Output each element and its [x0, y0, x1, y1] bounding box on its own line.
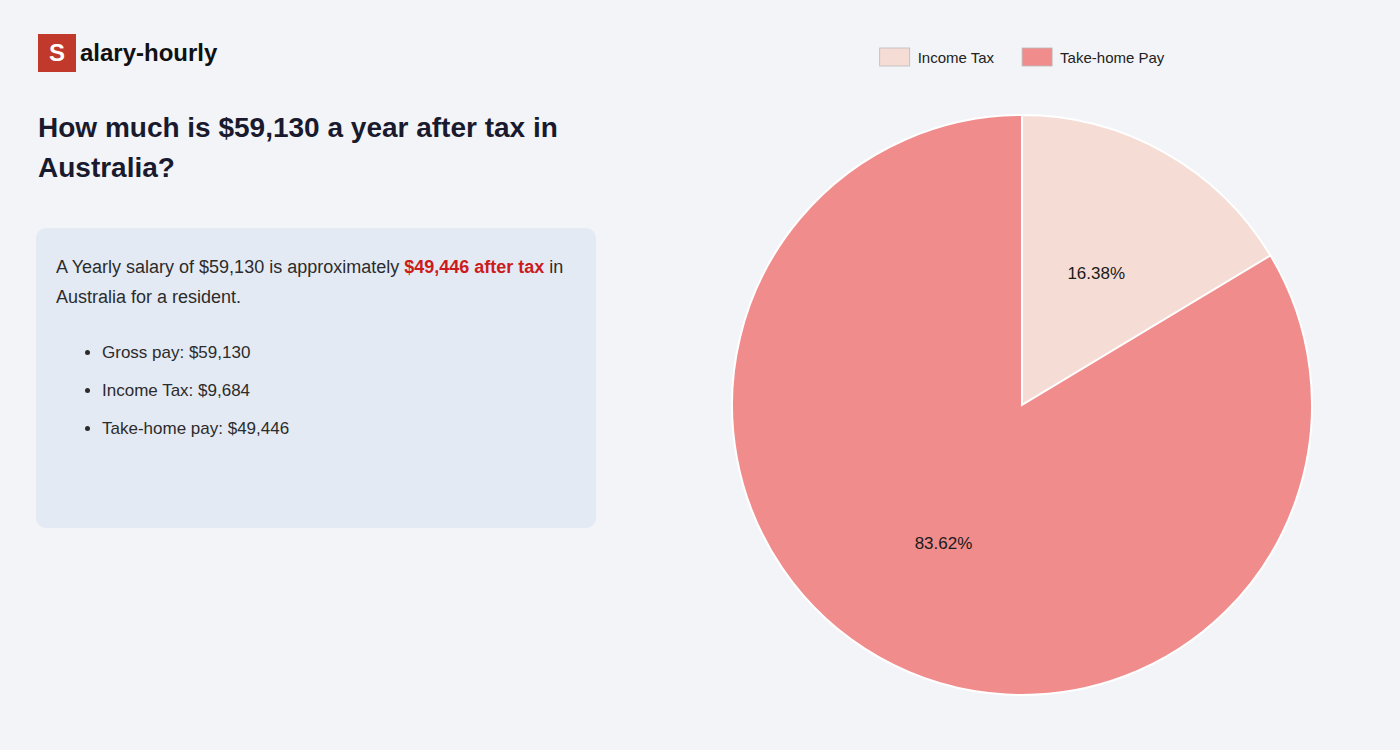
text-panel: Salary-hourly How much is $59,130 a year …	[0, 0, 644, 750]
slice-label: 16.38%	[1067, 264, 1125, 283]
pie-slice	[732, 115, 1312, 695]
bullet-item: Income Tax: $9,684	[102, 372, 576, 410]
legend-swatch	[1022, 48, 1052, 66]
slice-label: 83.62%	[915, 534, 973, 553]
info-highlight: $49,446 after tax	[404, 257, 544, 277]
slice-labels: 16.38% 83.62%	[915, 264, 1125, 553]
logo-text: alary-hourly	[80, 39, 217, 67]
legend: Income Tax Take-home Pay	[880, 48, 1165, 66]
pie-panel: 16.38% 83.62% Income Tax Take-home Pay	[644, 0, 1400, 750]
info-text-part: A Yearly salary of $59,130 is approximat…	[56, 257, 404, 277]
bullet-item: Gross pay: $59,130	[102, 334, 576, 372]
legend-label: Take-home Pay	[1060, 49, 1165, 66]
title: How much is $59,130 a year after tax in …	[38, 108, 628, 188]
info-box: A Yearly salary of $59,130 is approximat…	[36, 228, 596, 528]
info-text: A Yearly salary of $59,130 is approximat…	[56, 252, 576, 312]
legend-item: Income Tax	[880, 48, 995, 66]
logo: Salary-hourly	[38, 34, 217, 72]
pie-chart: 16.38% 83.62% Income Tax Take-home Pay	[644, 0, 1400, 750]
legend-swatch	[880, 48, 910, 66]
logo-letter: S	[38, 34, 76, 72]
info-text-part: in	[544, 257, 563, 277]
bullet-item: Take-home pay: $49,446	[102, 410, 576, 448]
info-text-part: Australia for a resident.	[56, 287, 241, 307]
slices	[732, 115, 1312, 695]
legend-item: Take-home Pay	[1022, 48, 1165, 66]
bullet-list: Gross pay: $59,130Income Tax: $9,684Take…	[56, 334, 576, 448]
legend-label: Income Tax	[918, 49, 995, 66]
